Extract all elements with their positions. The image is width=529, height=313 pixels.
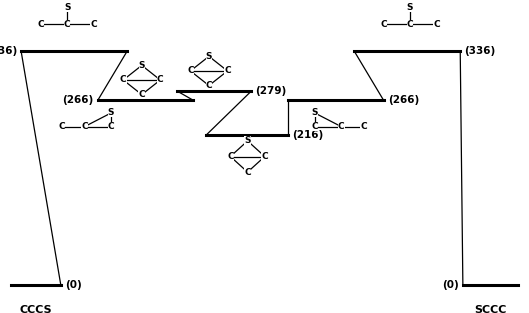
Text: S: S (407, 3, 413, 12)
Text: SCCC: SCCC (475, 305, 507, 313)
Text: (279): (279) (256, 86, 287, 96)
Text: C: C (108, 122, 114, 131)
Text: C: C (90, 20, 97, 29)
Text: (336): (336) (464, 46, 496, 56)
Text: (0): (0) (65, 280, 82, 290)
Text: C: C (338, 122, 344, 131)
Text: S: S (64, 3, 70, 12)
Text: C: C (224, 66, 231, 75)
Text: S: S (206, 52, 212, 61)
Text: (216): (216) (293, 130, 324, 140)
Text: (266): (266) (388, 95, 419, 105)
Text: C: C (157, 75, 163, 85)
Text: C: C (312, 122, 318, 131)
Text: C: C (187, 66, 194, 75)
Text: (336): (336) (0, 46, 17, 56)
Text: C: C (261, 152, 268, 161)
Text: C: C (407, 20, 413, 29)
Text: CCCS: CCCS (20, 305, 52, 313)
Text: S: S (139, 61, 145, 70)
Text: C: C (380, 20, 387, 29)
Text: C: C (64, 20, 70, 29)
Text: S: S (312, 109, 318, 117)
Text: (266): (266) (62, 95, 94, 105)
Text: C: C (81, 122, 88, 131)
Text: S: S (108, 109, 114, 117)
Text: C: C (139, 90, 145, 99)
Text: S: S (244, 136, 251, 146)
Text: C: C (227, 152, 234, 161)
Text: (0): (0) (442, 280, 459, 290)
Text: C: C (244, 167, 251, 177)
Text: C: C (38, 20, 44, 29)
Text: C: C (433, 20, 440, 29)
Text: C: C (360, 122, 367, 131)
Text: C: C (206, 81, 212, 90)
Text: C: C (59, 122, 66, 131)
Text: C: C (120, 75, 126, 85)
